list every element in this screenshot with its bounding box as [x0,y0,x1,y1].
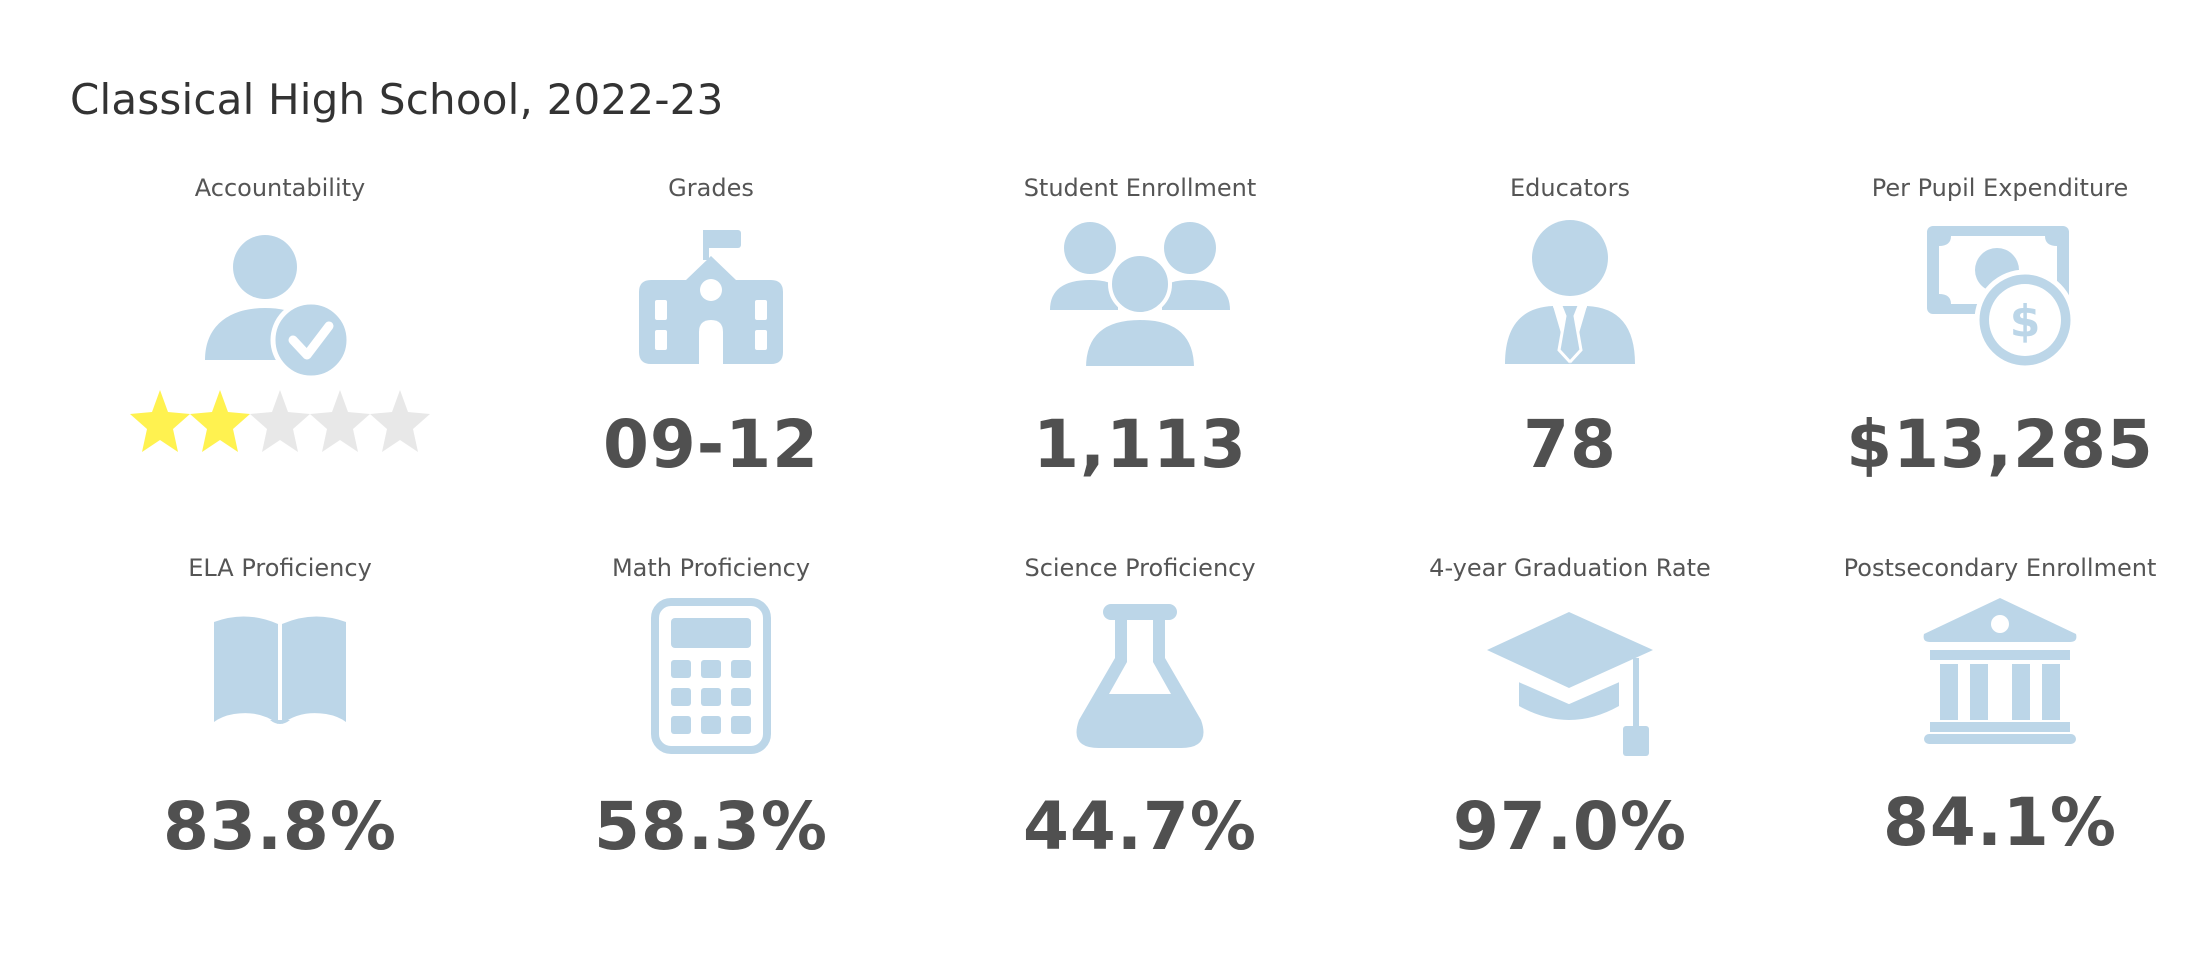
book-icon [210,612,350,732]
tile-educators[interactable]: Educators 78 [1380,170,1760,510]
tile-ela-proficiency[interactable]: ELA Proficiency 83.8% [90,550,470,890]
tile-label: Grades [668,174,754,202]
tile-value: 1,113 [1033,406,1247,483]
tile-accountability[interactable]: Accountability [90,170,470,510]
tile-label: Student Enrollment [1023,174,1257,202]
star-filled-icon [130,388,190,454]
page-title: Classical High School, 2022-23 [70,75,724,124]
svg-text:$: $ [2010,296,2041,347]
tile-per-pupil-expenditure[interactable]: Per Pupil Expenditure $ $13,285 [1810,170,2190,510]
tile-science-proficiency[interactable]: Science Proficiency 44.7% [950,550,1330,890]
tile-value: 44.7% [1023,788,1257,865]
tile-value: 97.0% [1453,788,1687,865]
tile-grades[interactable]: Grades 09-12 [521,170,901,510]
tile-math-proficiency[interactable]: Math Proficiency 58.3% [521,550,901,890]
money-icon: $ [1925,224,2076,372]
tile-label: Postsecondary Enrollment [1843,554,2157,582]
group-icon [1048,218,1232,374]
tile-value: 58.3% [594,788,828,865]
flask-icon [1073,602,1207,756]
tile-label: Per Pupil Expenditure [1871,174,2129,202]
tile-label: Accountability [194,174,366,202]
person-check-icon [195,230,365,384]
graduation-cap-icon [1485,610,1655,762]
tile-value: 09-12 [602,406,820,483]
tile-value: 78 [1523,406,1617,483]
tile-student-enrollment[interactable]: Student Enrollment 1,113 [950,170,1330,510]
tile-postsecondary-enrollment[interactable]: Postsecondary Enrollment 84.1% [1810,550,2190,890]
star-empty-icon [370,388,430,454]
tile-label: Math Proficiency [611,554,811,582]
tile-label: Educators [1510,174,1630,202]
star-empty-icon [250,388,310,454]
institution-icon [1922,596,2078,750]
star-rating [130,388,430,454]
tile-value: $13,285 [1846,406,2154,483]
calculator-icon [651,598,771,758]
star-filled-icon [190,388,250,454]
teacher-icon [1503,218,1637,372]
school-icon [631,228,791,374]
tile-value: 84.1% [1883,784,2117,861]
star-empty-icon [310,388,370,454]
tile-label: 4-year Graduation Rate [1429,554,1711,582]
tile-value: 83.8% [163,788,397,865]
tile-graduation-rate[interactable]: 4-year Graduation Rate 97.0% [1380,550,1760,890]
tile-label: ELA Proficiency [188,554,372,582]
tile-label: Science Proficiency [1024,554,1256,582]
